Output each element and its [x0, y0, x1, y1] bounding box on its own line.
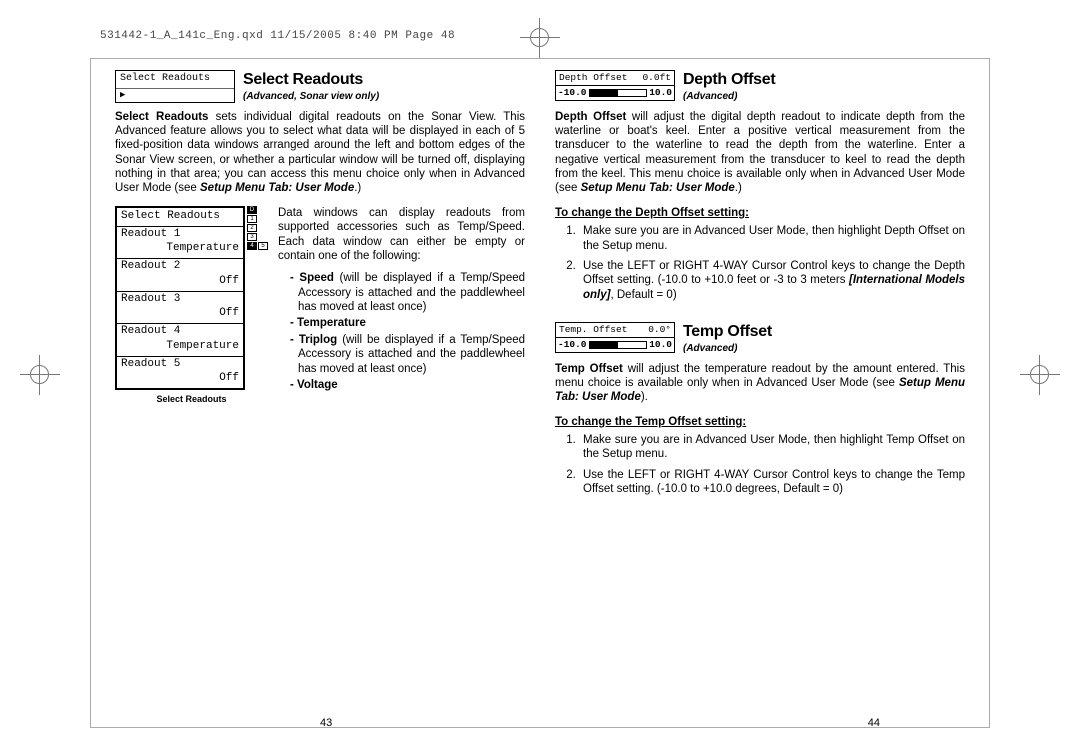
temp-slider-max: 10.0 [649, 339, 672, 351]
right-column: Depth Offset 0.0ft -10.0 10.0 Depth Offset… [555, 70, 965, 503]
select-readouts-para1: Select Readouts sets individual digital … [115, 110, 525, 196]
indicator-d-icon: D [247, 206, 257, 214]
indicator-1-icon: 1 [247, 215, 257, 223]
select-readouts-para2: Data windows can display readouts from s… [278, 206, 525, 264]
row1-value: Temperature [117, 242, 243, 258]
depth-step-2: Use the LEFT or RIGHT 4-WAY Cursor Contr… [579, 259, 965, 302]
print-header: 531442-1_A_141c_Eng.qxd 11/15/2005 8:40 … [100, 30, 455, 42]
depth-offset-title: Depth Offset [683, 70, 775, 90]
temp-offset-subtitle: (Advanced) [683, 343, 772, 356]
temp-offset-title: Temp Offset [683, 322, 772, 342]
listbox-row-5: Readout 5Off [117, 357, 243, 389]
depth-offset-subtitle: (Advanced) [683, 91, 775, 104]
row2-label: Readout 2 [117, 259, 243, 275]
depth-offset-para: Depth Offset will adjust the digital dep… [555, 110, 965, 196]
temp-offset-para: Temp Offset will adjust the temperature … [555, 362, 965, 405]
temp-offset-slider: Temp. Offset 0.0° -10.0 10.0 [555, 322, 675, 353]
depth-slider-min: -10.0 [558, 87, 587, 99]
listbox-row-3: Readout 3Off [117, 292, 243, 325]
page-number-right: 44 [868, 717, 880, 729]
indicator-3-icon: 3 [247, 233, 257, 241]
option-voltage: - Voltage [290, 378, 525, 392]
crop-mark-top [520, 18, 560, 58]
option-temperature: - Temperature [290, 316, 525, 330]
listbox-row-2: Readout 2Off [117, 259, 243, 292]
para1-ref: Setup Menu Tab: User Mode [200, 182, 354, 194]
select-readouts-head: Select Readouts ▶ Select Readouts (Advan… [115, 70, 525, 104]
option-speed: - Speed (will be displayed if a Temp/Spe… [290, 271, 525, 314]
crop-mark-left [20, 355, 60, 395]
left-right-textblock: Data windows can display readouts from s… [278, 206, 525, 395]
side-indicators: D 1 2 3 45 [247, 206, 268, 250]
depth-offset-head: Depth Offset 0.0ft -10.0 10.0 Depth Offset… [555, 70, 965, 104]
depth-slider-track [589, 89, 648, 97]
menubox-label: Select Readouts [116, 71, 234, 89]
depth-step-1: Make sure you are in Advanced User Mode,… [579, 224, 965, 253]
depth-slider-label: Depth Offset [559, 72, 627, 84]
temp-slider-min: -10.0 [558, 339, 587, 351]
indicator-4-icon: 4 [247, 242, 257, 250]
depth-howto-head: To change the Depth Offset setting: [555, 206, 965, 220]
temp-step-2: Use the LEFT or RIGHT 4-WAY Cursor Contr… [579, 468, 965, 497]
row3-label: Readout 3 [117, 292, 243, 308]
row3-value: Off [117, 307, 243, 323]
temp-slider-label: Temp. Offset [559, 324, 627, 336]
para1-lead: Select Readouts [115, 111, 208, 123]
depth-slider-max: 10.0 [649, 87, 672, 99]
content-columns: Select Readouts ▶ Select Readouts (Advan… [115, 70, 965, 503]
row4-value: Temperature [117, 340, 243, 356]
row2-value: Off [117, 275, 243, 291]
row4-label: Readout 4 [117, 324, 243, 340]
select-readouts-menubox: Select Readouts ▶ [115, 70, 235, 103]
row1-label: Readout 1 [117, 227, 243, 243]
menubox-arrow-icon: ▶ [116, 89, 234, 102]
list-box-wrap: Select Readouts Readout 1Temperature Rea… [115, 206, 268, 406]
left-column: Select Readouts ▶ Select Readouts (Advan… [115, 70, 525, 503]
depth-offset-slider: Depth Offset 0.0ft -10.0 10.0 [555, 70, 675, 101]
temp-step-1: Make sure you are in Advanced User Mode,… [579, 433, 965, 462]
crop-mark-right [1020, 355, 1060, 395]
select-readouts-listbox: Select Readouts Readout 1Temperature Rea… [115, 206, 245, 390]
listbox-caption: Select Readouts [115, 394, 268, 405]
page-number-left: 43 [320, 717, 332, 729]
select-readouts-subtitle: (Advanced, Sonar view only) [243, 91, 379, 104]
listbox-row-4: Readout 4Temperature [117, 324, 243, 357]
indicator-5-icon: 5 [258, 242, 268, 250]
depth-slider-val: 0.0ft [642, 72, 671, 84]
listbox-head: Select Readouts [117, 208, 243, 227]
temp-howto-head: To change the Temp Offset setting: [555, 415, 965, 429]
select-readouts-title: Select Readouts [243, 70, 379, 90]
depth-steps: Make sure you are in Advanced User Mode,… [555, 224, 965, 302]
listbox-row-1: Readout 1Temperature [117, 227, 243, 260]
row5-label: Readout 5 [117, 357, 243, 373]
option-triplog: - Triplog (will be displayed if a Temp/S… [290, 333, 525, 376]
row5-value: Off [117, 372, 243, 388]
indicator-2-icon: 2 [247, 224, 257, 232]
temp-slider-val: 0.0° [648, 324, 671, 336]
temp-slider-track [589, 341, 648, 349]
readout-options-list: - Speed (will be displayed if a Temp/Spe… [290, 271, 525, 392]
temp-steps: Make sure you are in Advanced User Mode,… [555, 433, 965, 497]
temp-offset-head: Temp. Offset 0.0° -10.0 10.0 Temp Offset (… [555, 322, 965, 356]
left-inner-row: Select Readouts Readout 1Temperature Rea… [115, 206, 525, 406]
